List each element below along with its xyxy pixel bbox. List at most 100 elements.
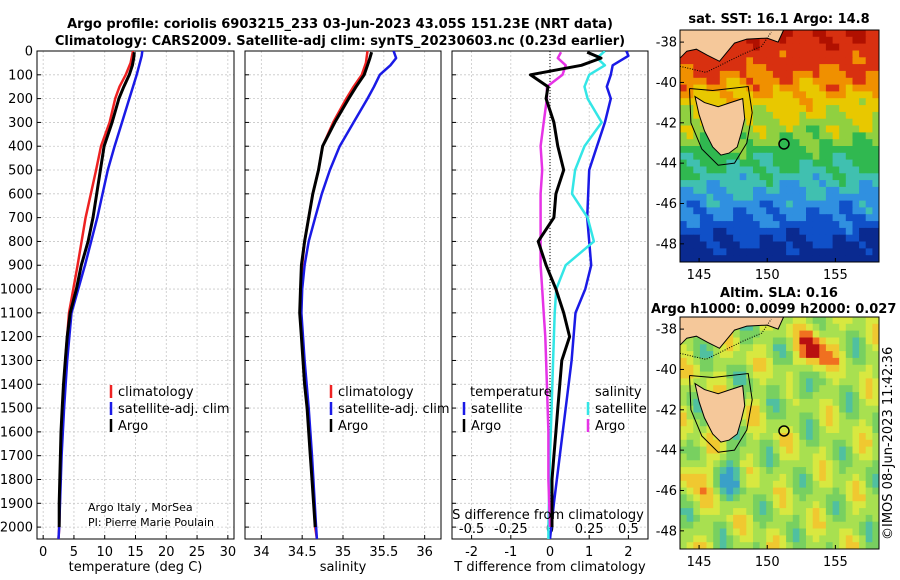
map-cell	[799, 317, 807, 325]
map-cell	[733, 84, 741, 92]
map-cell	[759, 146, 767, 154]
map-cell	[686, 193, 694, 202]
map-cell	[733, 480, 741, 489]
map-cell	[806, 248, 814, 256]
map-cell	[845, 70, 853, 79]
map-cell	[733, 146, 741, 154]
map-cell	[779, 467, 787, 475]
map-cell	[839, 111, 847, 120]
map-cell	[693, 521, 701, 530]
map-cell	[753, 227, 761, 236]
map-cell	[766, 214, 774, 222]
map-cell	[772, 412, 781, 420]
map-cell	[753, 344, 761, 352]
credit-pi: PI: Pierre Marie Poulain	[88, 516, 214, 529]
map-cell	[699, 57, 708, 65]
map-cell	[786, 159, 794, 167]
map-cell	[699, 214, 708, 222]
map-cell	[819, 30, 827, 38]
map-cell	[686, 173, 694, 181]
map-cell	[792, 323, 800, 332]
sla-map-subtitle: Argo h1000: 0.0099 h2000: 0.027	[651, 302, 896, 317]
map-cell	[852, 419, 860, 427]
map-cell	[792, 351, 800, 359]
map-cell	[713, 467, 721, 475]
map-cell	[872, 453, 879, 461]
y-tick-label: 700	[8, 211, 33, 226]
map-cell	[839, 467, 847, 475]
map-cell	[786, 351, 794, 359]
map-cell	[753, 514, 761, 523]
map-cell	[799, 118, 807, 127]
map-cell	[739, 227, 747, 236]
map-cell	[806, 36, 814, 45]
map-cell	[845, 351, 853, 359]
map-cell	[786, 152, 794, 161]
map-cell	[792, 542, 800, 549]
map-cell	[852, 535, 860, 543]
map-cell	[839, 351, 847, 359]
map-cell	[766, 467, 774, 475]
map-cell	[746, 433, 754, 441]
map-cell	[753, 159, 761, 167]
map-cell	[859, 467, 867, 475]
map-cell	[693, 105, 701, 113]
y-tick-label: 1700	[0, 449, 33, 464]
map-cell	[792, 207, 800, 215]
map-cell	[772, 50, 781, 58]
map-cell	[859, 105, 867, 113]
map-cell	[872, 344, 879, 352]
map-cell	[699, 64, 708, 72]
map-cell	[872, 98, 879, 106]
map-cell	[812, 30, 820, 38]
map-cell	[733, 180, 741, 188]
map-cell	[706, 501, 714, 509]
map-cell	[812, 214, 820, 222]
map-cell	[753, 453, 761, 461]
map-cell	[825, 241, 834, 249]
map-cell	[832, 487, 840, 495]
map-cell	[825, 371, 834, 379]
map-cell	[759, 64, 767, 72]
salinity-legend: climatology satellite-adj. clim Argo	[329, 385, 450, 434]
map-cell	[759, 118, 767, 127]
map-cell	[733, 439, 741, 448]
map-cell	[819, 460, 827, 468]
map-cell	[792, 146, 800, 154]
map-cell	[753, 166, 761, 174]
map-cell	[680, 248, 688, 256]
legend-label-satellite: satellite-adj. clim	[338, 402, 450, 417]
map-cell	[766, 84, 774, 92]
map-cell	[845, 255, 853, 262]
map-cell	[693, 473, 701, 482]
map-cell	[832, 221, 840, 229]
map-cell	[839, 255, 847, 262]
map-cell	[812, 405, 820, 414]
map-cell	[812, 398, 820, 407]
map-cell	[733, 433, 741, 441]
map-cell	[759, 453, 767, 461]
map-cell	[825, 30, 834, 38]
map-cell	[825, 426, 834, 434]
map-cell	[865, 378, 873, 386]
map-cell	[845, 528, 853, 536]
map-cell	[726, 351, 734, 359]
map-cell	[693, 125, 701, 133]
map-cell	[779, 139, 787, 147]
map-cell	[746, 371, 754, 379]
map-cell	[680, 166, 688, 174]
map-cell	[832, 378, 840, 386]
map-cell	[792, 214, 800, 222]
map-cell	[806, 467, 814, 475]
map-cell	[792, 405, 800, 414]
map-cell	[865, 412, 873, 420]
map-cell	[825, 385, 834, 393]
map-cell	[733, 330, 741, 338]
map-cell	[792, 446, 800, 454]
map-cell	[839, 207, 847, 215]
map-cell	[852, 173, 860, 181]
map-cell	[753, 467, 761, 475]
map-cell	[799, 371, 807, 379]
y-tick-label: 1400	[0, 378, 33, 393]
map-cell	[746, 36, 754, 45]
